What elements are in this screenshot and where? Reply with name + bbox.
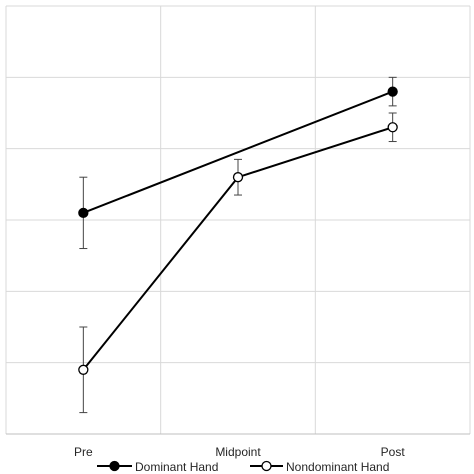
series-line-dominant-hand (82, 90, 394, 214)
series-layer (78, 76, 398, 414)
legend-item-nondominant-hand: Nondominant Hand (250, 460, 389, 474)
x-tick-label-post: Post (381, 445, 406, 459)
series-nondominant-hand (78, 112, 398, 414)
legend: Dominant Hand Nondominant Hand (97, 460, 389, 474)
legend-label-dominant-hand: Dominant Hand (135, 460, 218, 474)
legend-item-dominant-hand: Dominant Hand (97, 460, 218, 474)
data-point (387, 86, 398, 97)
data-point (387, 122, 398, 133)
x-tick-labels: Pre Midpoint Post (74, 445, 405, 459)
data-point (78, 364, 89, 375)
data-point (232, 172, 244, 183)
data-point (78, 207, 89, 219)
legend-marker-nondominant (261, 460, 272, 472)
legend-label-nondominant-hand: Nondominant Hand (286, 460, 389, 474)
legend-marker-dominant (109, 460, 120, 472)
series-dominant-hand (78, 76, 398, 250)
x-tick-label-midpoint: Midpoint (215, 445, 261, 459)
x-tick-label-pre: Pre (74, 445, 93, 459)
grid-lines (5, 5, 471, 434)
